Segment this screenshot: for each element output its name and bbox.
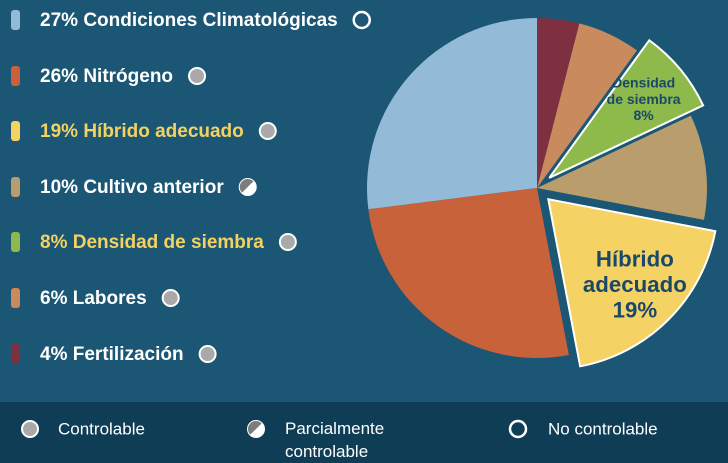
legend-category: Cultivo anterior: [83, 177, 224, 198]
slice-label: Densidad de siembra 8%: [607, 74, 681, 122]
legend-swatch: [11, 66, 20, 86]
control-icon: [188, 67, 207, 85]
legend-swatch: [11, 177, 20, 197]
control-icon: [161, 289, 180, 307]
legend-category: Labores: [73, 288, 147, 309]
footer-band: [0, 402, 728, 463]
control-type-label: Parcialmente controlable: [285, 419, 384, 461]
text-line: controlable: [285, 442, 368, 461]
legend-value: 27%: [40, 10, 78, 31]
pie-slice: [537, 115, 707, 220]
legend-value: 26%: [40, 66, 78, 87]
legend-swatch: [11, 232, 20, 252]
slice-label: Híbrido adecuado 19%: [583, 246, 687, 322]
control-icon: [21, 420, 39, 438]
text-line: de siembra: [607, 90, 681, 106]
legend-swatch: [11, 10, 20, 30]
control-type-label: Controlable: [58, 419, 145, 438]
legend-category: Condiciones Climatológicas: [83, 10, 337, 31]
control-icon: [258, 122, 277, 140]
icon-empty: [352, 10, 371, 30]
pie-slice: [537, 23, 637, 188]
icon-half: [239, 179, 254, 193]
legend-category: Fertilización: [73, 344, 184, 365]
control-icon: [198, 345, 217, 363]
icon-full: [21, 420, 39, 438]
pie-slice: [548, 38, 705, 179]
icon-full: [161, 289, 180, 307]
legend-value: 4%: [40, 344, 68, 365]
icon-half: [247, 420, 262, 435]
legend-label: 26% Nitrógeno: [40, 66, 173, 87]
control-icon: [278, 233, 297, 251]
legend-category: Nitrógeno: [83, 66, 173, 87]
icon-full: [278, 233, 297, 251]
legend-swatch: [11, 344, 20, 364]
pie-slice: [368, 188, 569, 358]
legend-label: 19% Híbrido adecuado: [40, 121, 244, 142]
pie-slice: [367, 18, 537, 210]
legend-label: 8% Densidad de siembra: [40, 232, 264, 253]
icon-empty: [508, 419, 528, 439]
legend-swatch: [11, 121, 20, 141]
icon-full: [258, 122, 277, 140]
legend-label: 10% Cultivo anterior: [40, 177, 224, 198]
control-type-label: No controlable: [548, 419, 658, 438]
control-icon: [508, 419, 528, 439]
legend-label: 4% Fertilización: [40, 344, 184, 365]
pie-slice: [547, 198, 717, 368]
legend-label: 27% Condiciones Climatológicas: [40, 10, 338, 31]
text-line: Parcialmente: [285, 419, 384, 438]
slice-value: 8%: [634, 107, 655, 123]
control-icon: [247, 420, 265, 438]
legend-value: 6%: [40, 288, 68, 309]
control-icon: [352, 10, 371, 30]
legend-swatch: [11, 288, 20, 308]
legend-value: 10%: [40, 177, 78, 198]
slice-value: 19%: [613, 297, 658, 322]
text-line: Híbrido: [596, 246, 674, 271]
text-line: Densidad: [612, 74, 675, 90]
pie-slice: [537, 18, 580, 188]
legend-value: 8%: [40, 232, 68, 253]
legend-category: Densidad de siembra: [73, 232, 265, 253]
icon-full: [188, 67, 207, 85]
control-icon: [238, 178, 257, 196]
text-line: adecuado: [583, 272, 687, 297]
legend-label: 6% Labores: [40, 288, 147, 309]
icon-full: [198, 345, 217, 363]
legend-category: Híbrido adecuado: [83, 121, 243, 142]
legend-value: 19%: [40, 121, 78, 142]
